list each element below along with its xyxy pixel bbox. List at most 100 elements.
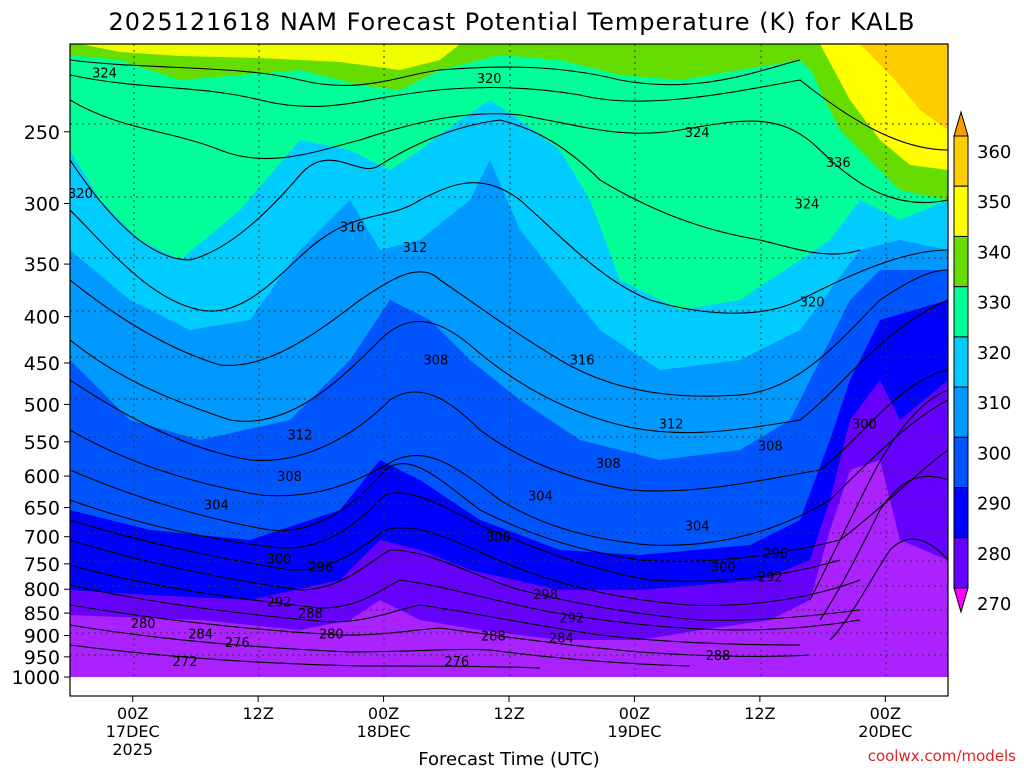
contour-label: 304	[685, 519, 710, 534]
x-tick-label: 12Z	[493, 704, 524, 723]
legend-label: 320	[977, 343, 1011, 364]
contour-label: 288	[298, 607, 323, 622]
y-tick-label: 500	[24, 394, 60, 416]
contour-label: 308	[423, 353, 448, 368]
contour-label: 300	[852, 418, 877, 433]
x-tick-label: 00Z	[368, 704, 399, 723]
contour-label: 312	[403, 241, 428, 256]
legend-swatch	[953, 185, 969, 237]
contour-label: 304	[528, 489, 553, 504]
legend-bottom-arrow	[953, 587, 969, 614]
y-tick-label: 850	[24, 603, 60, 625]
contour-label: 320	[800, 296, 825, 311]
legend-swatch	[953, 135, 969, 187]
legend-label: 280	[977, 544, 1011, 565]
color-legend: 360 350 340 330 320 310 300 290 280 270	[953, 110, 1011, 615]
contour-label: 312	[288, 429, 313, 444]
legend-label: 310	[977, 393, 1011, 414]
contour-label: 296	[308, 560, 333, 575]
y-tick-label: 550	[24, 432, 60, 454]
contour-label: 328	[114, 0, 139, 7]
contour-label: 308	[596, 457, 621, 472]
contour-label: 324	[685, 126, 710, 141]
legend-label: 350	[977, 192, 1011, 213]
contour-label: 308	[277, 470, 302, 485]
contour-lines	[70, 59, 948, 669]
legend-swatch	[953, 487, 969, 539]
contour-label: 320	[68, 187, 93, 202]
y-tick-label: 300	[24, 193, 60, 215]
contour-label: 324	[92, 66, 117, 81]
x-axis-title: Forecast Time (UTC)	[418, 749, 599, 768]
contour-label: 300	[711, 560, 736, 575]
legend-swatch	[953, 386, 969, 438]
legend-label: 290	[977, 494, 1011, 515]
contour-label: 288	[706, 649, 731, 664]
contour-label: 324	[794, 197, 819, 212]
x-tick-date: 19DEC	[607, 722, 661, 741]
chart-title: 2025121618 NAM Forecast Potential Temper…	[109, 8, 916, 36]
plot-area: 3283283283243243203203203363243163123083…	[68, 0, 948, 696]
contour-label: 296	[763, 547, 788, 562]
legend-label: 270	[977, 594, 1011, 615]
legend-swatch	[953, 537, 969, 589]
x-tick-label: 00Z	[870, 704, 901, 723]
contour-label: 308	[758, 439, 783, 454]
contour-labels: 3283283283243243203203203363243163123083…	[68, 0, 877, 670]
contour-label: 304	[204, 499, 229, 514]
y-tick-label: 400	[24, 307, 60, 329]
x-tick-label: 12Z	[744, 704, 775, 723]
y-tick-label: 800	[24, 579, 60, 601]
legend-swatch	[953, 436, 969, 489]
y-tick-label: 750	[24, 554, 60, 576]
legend-label: 300	[977, 443, 1011, 464]
contour-label: 292	[267, 595, 292, 610]
contour-label: 276	[444, 655, 469, 670]
y-axis: 2503003504004505005506006507007508008509…	[12, 122, 70, 689]
contour-label: 272	[173, 655, 198, 670]
contour-label: 300	[267, 553, 292, 568]
grid-lines	[70, 44, 948, 677]
credit-text: coolwx.com/models	[868, 747, 1016, 765]
contour-label: 276	[225, 636, 250, 651]
contour-label: 284	[188, 627, 213, 642]
contour-label: 292	[559, 612, 584, 627]
contour-label: 288	[481, 630, 506, 645]
contour-label: 316	[340, 220, 365, 235]
contour-label: 336	[826, 156, 851, 171]
y-tick-label: 700	[24, 527, 60, 549]
x-tick-label: 00Z	[619, 704, 650, 723]
contour-label: 312	[659, 418, 684, 433]
contour-label: 292	[758, 571, 783, 586]
y-tick-label: 450	[24, 353, 60, 375]
contour-label: 284	[549, 632, 574, 647]
contour-label: 320	[477, 72, 502, 87]
y-tick-label: 1000	[12, 667, 60, 689]
y-tick-label: 650	[24, 498, 60, 520]
x-tick-date: 18DEC	[357, 722, 411, 741]
contour-label: 280	[319, 627, 344, 642]
y-tick-label: 950	[24, 647, 60, 669]
legend-label: 340	[977, 242, 1011, 263]
legend-label: 360	[977, 142, 1011, 163]
y-tick-label: 250	[24, 122, 60, 144]
x-tick-date: 17DEC	[106, 722, 160, 741]
legend-swatch	[953, 286, 969, 338]
ground-terrain	[70, 677, 948, 696]
y-tick-label: 350	[24, 254, 60, 276]
x-tick-year: 2025	[112, 740, 153, 759]
contour-label: 316	[570, 353, 595, 368]
x-tick-date: 20DEC	[858, 722, 912, 741]
legend-swatch	[953, 336, 969, 388]
y-tick-label: 900	[24, 626, 60, 648]
legend-top-arrow	[953, 110, 969, 137]
legend-swatch	[953, 235, 969, 288]
contour-label: 300	[486, 531, 511, 546]
y-tick-label: 600	[24, 466, 60, 488]
contour-label: 298	[533, 588, 558, 603]
x-tick-label: 12Z	[242, 704, 273, 723]
contour-label: 280	[131, 617, 156, 632]
contour-label-bg	[113, 0, 139, 4]
